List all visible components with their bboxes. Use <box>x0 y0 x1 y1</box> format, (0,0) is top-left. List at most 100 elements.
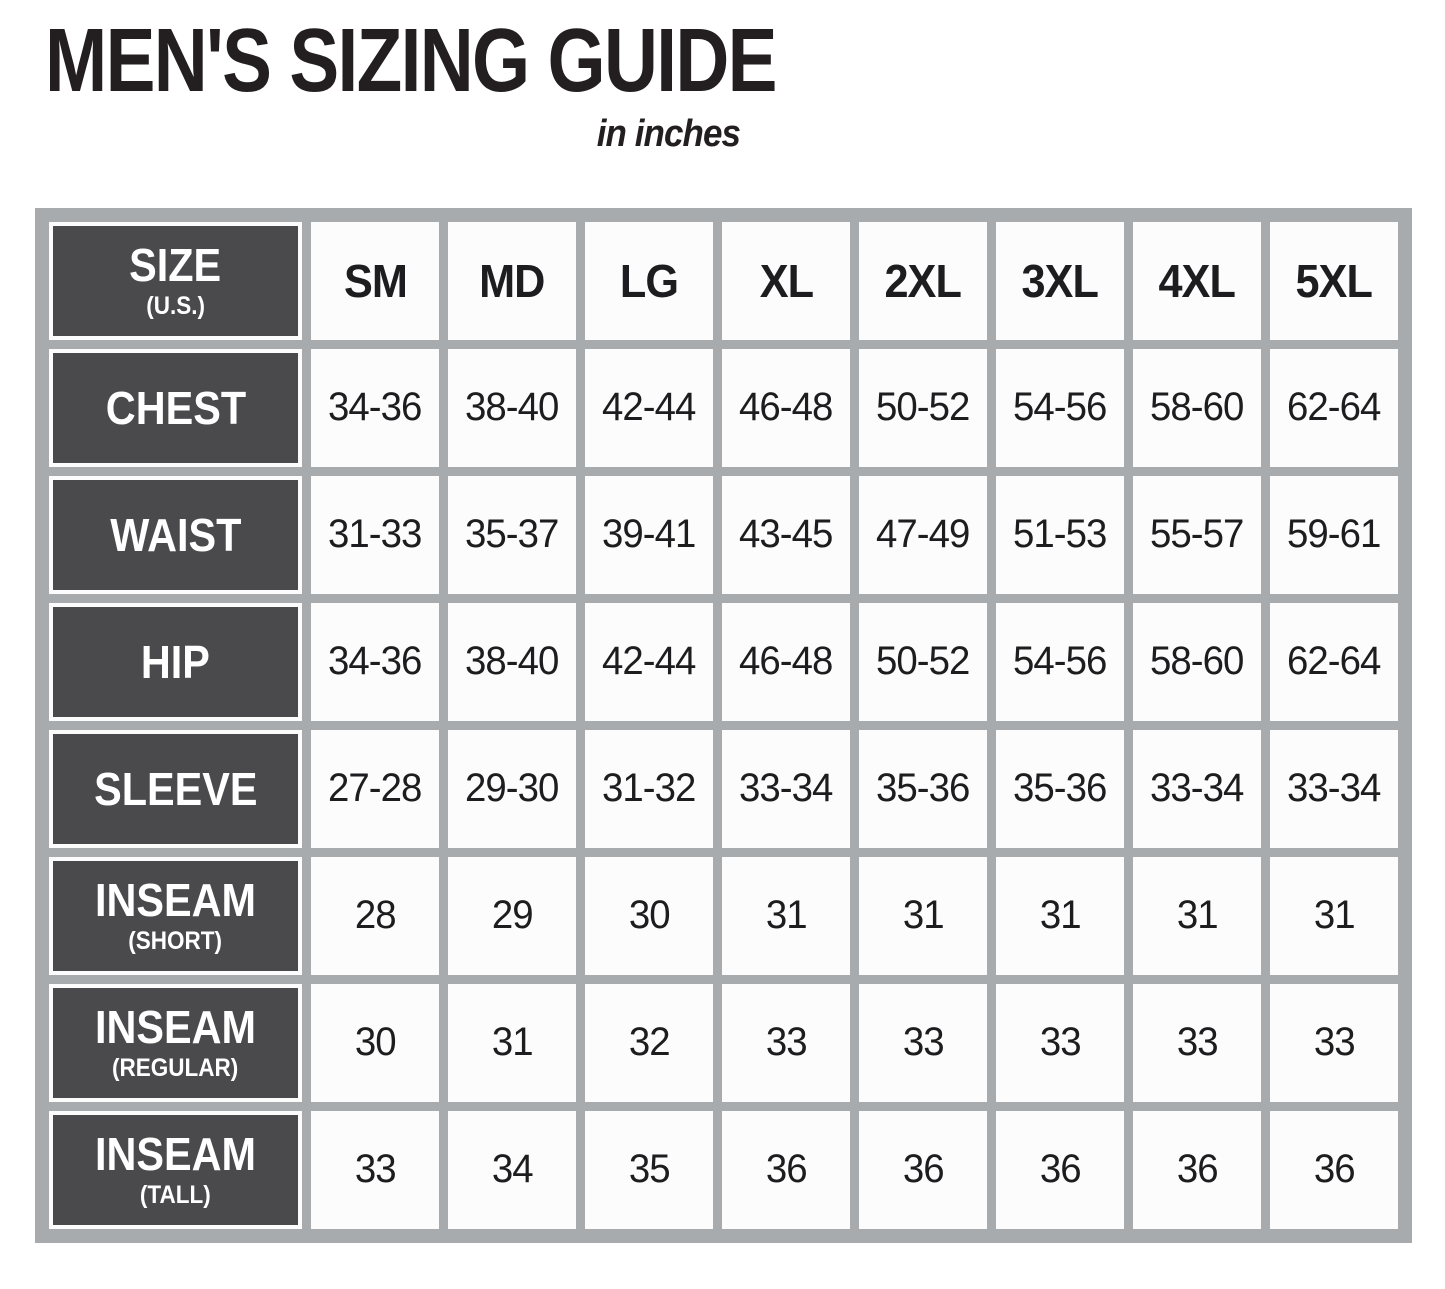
table-cell-chest-md: 38-40 <box>448 348 576 467</box>
table-cell-sleeve-3xl: 35-36 <box>996 729 1124 848</box>
table-cell-chest-lg: 42-44 <box>585 348 713 467</box>
cell-value: 31 <box>1039 893 1082 938</box>
row-header-label: SLEEVE <box>93 762 258 815</box>
table-cell-sleeve-5xl: 33-34 <box>1270 729 1398 848</box>
table-cell-waist-2xl: 47-49 <box>859 475 987 594</box>
row-header-label: HIP <box>140 635 211 688</box>
cell-value: 31 <box>1313 893 1356 938</box>
cell-value: 33-34 <box>1150 766 1244 811</box>
cell-value: 54-56 <box>1013 385 1107 430</box>
cell-value: 58-60 <box>1150 639 1244 684</box>
table-cell-inseam-tall-sm: 33 <box>311 1110 439 1229</box>
header: MEN'S SIZING GUIDE in inches <box>0 0 777 156</box>
table-cell-inseam-short-xl: 31 <box>722 856 850 975</box>
table-cell-sleeve-xl: 33-34 <box>722 729 850 848</box>
table-cell-hip-xl: 46-48 <box>722 602 850 721</box>
table-cell-inseam-short-4xl: 31 <box>1133 856 1261 975</box>
cell-value: 32 <box>628 1020 671 1065</box>
cell-value: 33 <box>1313 1020 1356 1065</box>
cell-value: 42-44 <box>602 385 696 430</box>
col-header-label: 5XL <box>1295 254 1373 307</box>
col-header-label: SM <box>343 254 408 307</box>
table-cell-waist-md: 35-37 <box>448 475 576 594</box>
table-cell-inseam-tall-5xl: 36 <box>1270 1110 1398 1229</box>
cell-value: 33-34 <box>1287 766 1381 811</box>
table-cell-sleeve-sm: 27-28 <box>311 729 439 848</box>
cell-value: 31-33 <box>328 512 422 557</box>
cell-value: 38-40 <box>465 385 559 430</box>
cell-value: 34-36 <box>328 639 422 684</box>
row-header-inseam-regular: INSEAM (REGULAR) <box>49 983 302 1102</box>
cell-value: 47-49 <box>876 512 970 557</box>
row-header-sublabel: (REGULAR) <box>112 1054 239 1083</box>
cell-value: 33 <box>765 1020 808 1065</box>
col-header-label: MD <box>479 254 545 307</box>
table-cell-chest-4xl: 58-60 <box>1133 348 1261 467</box>
row-header-chest: CHEST <box>49 348 302 467</box>
cell-value: 33 <box>354 1147 397 1192</box>
table-cell-chest-sm: 34-36 <box>311 348 439 467</box>
table-cell-sleeve-md: 29-30 <box>448 729 576 848</box>
table-cell-sleeve-2xl: 35-36 <box>859 729 987 848</box>
row-header-block: INSEAM (TALL) <box>53 1114 298 1225</box>
col-header-label: LG <box>619 254 679 307</box>
cell-value: 33-34 <box>739 766 833 811</box>
cell-value: 29 <box>491 893 534 938</box>
row-header-block: INSEAM (SHORT) <box>53 860 298 971</box>
table-cell-inseam-tall-lg: 35 <box>585 1110 713 1229</box>
table-cell-sleeve-lg: 31-32 <box>585 729 713 848</box>
cell-value: 33 <box>1039 1020 1082 1065</box>
cell-value: 62-64 <box>1287 385 1381 430</box>
col-header-label: 3XL <box>1021 254 1099 307</box>
cell-value: 35-37 <box>465 512 559 557</box>
row-header-sublabel: (SHORT) <box>128 927 223 956</box>
cell-value: 36 <box>1176 1147 1219 1192</box>
cell-value: 33 <box>902 1020 945 1065</box>
row-header-block: INSEAM (REGULAR) <box>53 987 298 1098</box>
col-header-label: 2XL <box>884 254 962 307</box>
table-cell-hip-3xl: 54-56 <box>996 602 1124 721</box>
table-cell-inseam-short-md: 29 <box>448 856 576 975</box>
cell-value: 31 <box>765 893 808 938</box>
row-header-sleeve: SLEEVE <box>49 729 302 848</box>
corner-sublabel: (U.S.) <box>146 292 205 321</box>
cell-value: 46-48 <box>739 385 833 430</box>
table-cell-chest-3xl: 54-56 <box>996 348 1124 467</box>
table-cell-inseam-tall-xl: 36 <box>722 1110 850 1229</box>
table-cell-inseam-regular-lg: 32 <box>585 983 713 1102</box>
table-cell-hip-md: 38-40 <box>448 602 576 721</box>
table-cell-waist-3xl: 51-53 <box>996 475 1124 594</box>
cell-value: 42-44 <box>602 639 696 684</box>
table-cell-inseam-short-sm: 28 <box>311 856 439 975</box>
cell-value: 34 <box>491 1147 534 1192</box>
page: MEN'S SIZING GUIDE in inches SIZE (U.S.)… <box>0 0 1412 1243</box>
cell-value: 50-52 <box>876 639 970 684</box>
table-cell-waist-xl: 43-45 <box>722 475 850 594</box>
cell-value: 36 <box>1039 1147 1082 1192</box>
table-cell-chest-5xl: 62-64 <box>1270 348 1398 467</box>
table-cell-inseam-tall-4xl: 36 <box>1133 1110 1261 1229</box>
col-header-lg: LG <box>585 221 713 340</box>
cell-value: 31 <box>902 893 945 938</box>
cell-value: 29-30 <box>465 766 559 811</box>
col-header-md: MD <box>448 221 576 340</box>
col-header-label: XL <box>759 254 813 307</box>
table-cell-waist-4xl: 55-57 <box>1133 475 1261 594</box>
col-header-xl: XL <box>722 221 850 340</box>
cell-value: 38-40 <box>465 639 559 684</box>
col-header-label: 4XL <box>1158 254 1236 307</box>
table-cell-inseam-regular-3xl: 33 <box>996 983 1124 1102</box>
cell-value: 33 <box>1176 1020 1219 1065</box>
page-title: MEN'S SIZING GUIDE <box>45 11 777 111</box>
table-cell-hip-lg: 42-44 <box>585 602 713 721</box>
row-header-label: WAIST <box>109 508 242 561</box>
table-cell-chest-xl: 46-48 <box>722 348 850 467</box>
cell-value: 30 <box>354 1020 397 1065</box>
row-header-hip: HIP <box>49 602 302 721</box>
cell-value: 39-41 <box>602 512 696 557</box>
table-cell-inseam-regular-sm: 30 <box>311 983 439 1102</box>
row-header-label: INSEAM <box>94 1001 257 1054</box>
cell-value: 35-36 <box>876 766 970 811</box>
row-header-label: INSEAM <box>94 874 257 927</box>
table-cell-hip-4xl: 58-60 <box>1133 602 1261 721</box>
